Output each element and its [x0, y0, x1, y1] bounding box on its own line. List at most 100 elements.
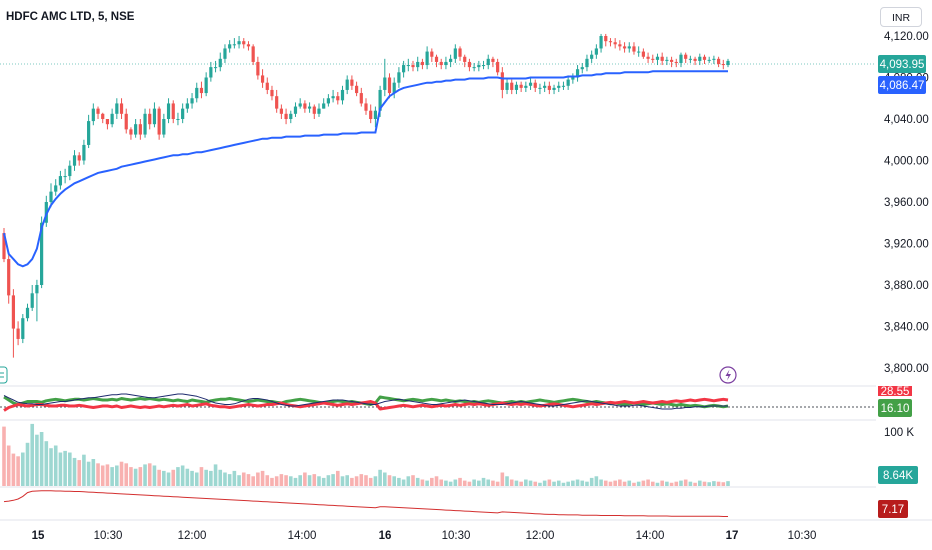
candle-body [303, 103, 307, 109]
volume-bar [608, 481, 613, 486]
candle-body [716, 58, 721, 65]
svg-text:4,086.47: 4,086.47 [880, 80, 925, 92]
candle-body [655, 56, 660, 60]
volume-bar [77, 460, 82, 486]
volume-bar [622, 481, 627, 486]
candle-body [430, 51, 434, 57]
volume-bar [256, 472, 260, 486]
volume-bar [72, 457, 77, 486]
candle-body [622, 46, 627, 49]
volume-bar [166, 472, 171, 486]
volume-bar [716, 481, 721, 486]
volume-bar [411, 475, 415, 486]
volume-bar [171, 469, 176, 486]
volume-bar [439, 479, 444, 486]
volume-bar [345, 475, 349, 486]
candle-body [514, 84, 519, 90]
candle-body [87, 121, 91, 145]
oscillator-red-line [3, 397, 729, 412]
svg-text:16.10: 16.10 [881, 403, 910, 415]
collapse-icon[interactable] [0, 366, 8, 384]
candle-body [110, 113, 114, 125]
candle-body [284, 113, 288, 119]
candle-body [698, 56, 702, 61]
candle-body [688, 58, 692, 60]
volume-bar [462, 480, 467, 486]
candle-body [528, 82, 533, 86]
candle-body [416, 61, 420, 68]
candle-body [486, 58, 490, 66]
volume-bar [246, 474, 251, 486]
candle-body [265, 82, 269, 90]
volume-bar [491, 480, 495, 486]
volume-bar [335, 470, 340, 486]
volume-bar [674, 481, 679, 486]
volume-bar [270, 477, 274, 486]
time-tick-label: 12:00 [178, 530, 207, 542]
volume-bar [39, 432, 44, 486]
volume-bar [218, 469, 223, 486]
candle-body [477, 65, 481, 68]
candle-body [669, 59, 674, 62]
candle-body [237, 41, 241, 45]
volume-bar [288, 476, 293, 486]
volume-bar [251, 476, 255, 486]
candle-body [152, 108, 157, 125]
svg-text:4,093.95: 4,093.95 [880, 59, 925, 71]
volume-bar [115, 465, 119, 486]
time-axis: 15 10:30 12:00 14:00 16 10:30 12:00 14:00 17 10:3… [32, 530, 817, 542]
volume-bar [265, 475, 270, 486]
candle-body [524, 85, 528, 88]
candle-body [359, 93, 363, 104]
price-tick-label: 3,800.00 [884, 363, 929, 375]
volume-bar [383, 472, 387, 486]
candle-body [453, 48, 457, 59]
volume-bar [650, 481, 655, 486]
candle-body [712, 58, 716, 60]
volume-bar [453, 479, 458, 486]
volume-bar [434, 476, 439, 486]
bottom-indicator-line [3, 490, 728, 517]
volume-bar [444, 480, 448, 486]
volume-bar [157, 469, 161, 486]
volume-bar [260, 470, 265, 486]
candle-body [68, 165, 72, 177]
oscillator-thin-line [3, 393, 728, 410]
candle-body [434, 56, 439, 62]
volume-bar [641, 480, 646, 486]
volume-bar [589, 477, 594, 486]
price-pane [2, 33, 730, 358]
volume-bar [707, 482, 711, 486]
volume-bar [378, 469, 382, 486]
candle-body [547, 85, 551, 90]
candle-body [571, 77, 575, 80]
candle-body [317, 108, 321, 114]
candle-body [275, 96, 279, 109]
volume-bar [481, 477, 486, 486]
volume-bar [86, 461, 91, 486]
candle-body [693, 58, 697, 61]
lightning-icon[interactable] [719, 366, 737, 384]
time-tick-label: 17 [726, 530, 739, 542]
candle-body [307, 106, 312, 109]
candle-body [143, 113, 147, 135]
currency-button[interactable]: INR [880, 7, 922, 27]
price-tick-label: 3,840.00 [884, 322, 929, 334]
candle-body [209, 67, 213, 78]
volume-bar [477, 480, 481, 486]
candle-body [185, 103, 189, 109]
volume-bar [237, 475, 241, 486]
volume-bar [49, 448, 53, 486]
volume-bar [693, 482, 697, 486]
candle-body [134, 124, 138, 135]
price-tick-label: 4,040.00 [884, 114, 929, 126]
candle-body [726, 60, 730, 66]
volume-bar [110, 467, 114, 486]
candle-body [538, 87, 542, 89]
candle-body [444, 61, 448, 66]
time-tick-label: 14:00 [636, 530, 665, 542]
candle-body [326, 98, 330, 104]
candle-body [16, 328, 20, 339]
volume-bar [538, 482, 542, 486]
